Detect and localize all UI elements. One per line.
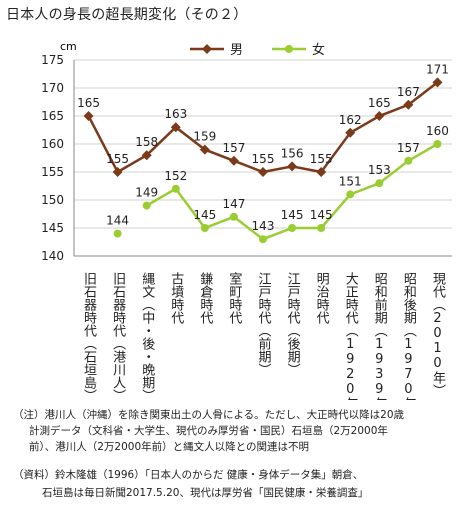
data-label: 171 [426, 62, 449, 76]
data-label: 155 [106, 152, 129, 166]
y-tick-label: 170 [41, 81, 64, 95]
data-point [258, 167, 268, 177]
x-tick-label: 縄文（中・後・晩期） [139, 272, 155, 400]
source-line-2: 石垣島は毎日新聞2017.5.20、現代は厚労省「国民健康・栄養調査」 [42, 487, 369, 499]
data-point [199, 144, 210, 155]
data-point [345, 127, 356, 138]
data-label: 163 [164, 107, 187, 121]
x-tick-label: 鎌倉時代 [197, 272, 213, 325]
data-point [403, 99, 414, 110]
x-tick-label: 昭和後期（1970年） [401, 272, 417, 400]
note-line-1: （注）港川人（沖縄）を除き関東出土の人骨による。ただし、大正時代以降は20歳 [13, 409, 405, 421]
data-label: 145 [281, 208, 304, 222]
data-point [113, 229, 122, 238]
data-point [170, 122, 181, 133]
data-label: 144 [106, 214, 129, 228]
data-label: 165 [77, 96, 100, 110]
x-tick-label: 江戸時代（前期） [256, 272, 272, 376]
x-tick-label: 大正時代（1920年） [343, 272, 359, 400]
data-point [200, 224, 209, 232]
data-label: 155 [310, 152, 333, 166]
y-unit-label: cm [60, 40, 77, 53]
legend-marker [202, 44, 212, 54]
legend-marker [285, 45, 293, 53]
y-tick-label: 155 [41, 165, 64, 179]
data-label: 167 [397, 85, 420, 99]
data-point [171, 184, 180, 193]
data-label: 155 [252, 152, 275, 166]
data-point [288, 224, 297, 232]
x-tick-label: 古墳時代 [168, 272, 184, 325]
data-point [433, 140, 442, 148]
data-label: 152 [164, 169, 187, 183]
height-line-chart: 140145150155160165170175 cm 男女 165155158… [41, 40, 452, 400]
y-tick-label: 165 [41, 109, 64, 123]
x-tick-label: 旧石器時代（港川人） [110, 272, 126, 400]
data-point [374, 111, 385, 121]
note-line-3: 前）、港川人（2万2000年前）と縄文人以降との関連は不明 [29, 441, 310, 453]
y-axis: 140 145 150 155 160 165 170 175 [41, 53, 452, 263]
data-label: 165 [368, 96, 391, 110]
data-point [228, 155, 239, 166]
data-label: 157 [222, 141, 245, 155]
x-tick-label: 昭和前期（1939年） [372, 272, 388, 400]
x-tick-label: 明治時代 [314, 272, 330, 325]
data-point [404, 156, 413, 165]
data-point [287, 161, 298, 172]
data-label: 159 [193, 130, 216, 144]
legend: 男女 [190, 42, 325, 58]
data-point [259, 235, 267, 244]
data-label: 145 [310, 208, 333, 222]
y-tick-label: 140 [41, 249, 64, 263]
series-male: 165 155 158 163 159 157 155 156 155 162 165 167 171 [77, 62, 449, 177]
source-line-1: （資料）鈴木隆雄（1996）「日本人のからだ 健康・身体データ集」朝倉、 [13, 469, 364, 481]
data-point [375, 179, 384, 188]
data-label: 156 [281, 146, 304, 160]
legend-label: 女 [312, 42, 325, 58]
y-tick-label: 160 [41, 137, 64, 151]
data-point [229, 212, 238, 221]
series-female: 144 149 152 145 147 143 145 145 151 153 157 160 [106, 124, 449, 244]
data-point [83, 111, 94, 121]
x-tick-label: 現代（2010年） [430, 272, 446, 397]
data-label: 151 [339, 174, 362, 188]
data-point [432, 77, 443, 88]
data-label: 145 [193, 208, 216, 222]
data-point [317, 224, 326, 232]
data-point [112, 167, 123, 177]
data-label: 143 [252, 219, 275, 233]
note-line-2: 計測データ（文科省・大学生、現代のみ厚労省・国民）石垣島（2万2000年 [29, 425, 388, 437]
data-label: 149 [135, 186, 158, 200]
x-tick-label: 旧石器時代（石垣島） [81, 272, 97, 400]
page-title: 日本人の身長の超長期変化（その２） [6, 7, 248, 23]
data-label: 162 [339, 113, 362, 127]
data-point [346, 190, 355, 199]
legend-label: 男 [230, 43, 243, 58]
data-label: 153 [368, 163, 391, 177]
data-label: 158 [135, 135, 158, 149]
y-tick-label: 150 [41, 193, 64, 207]
data-label: 147 [222, 197, 245, 211]
data-point [141, 150, 152, 161]
x-axis-labels: 旧石器時代（石垣島） 旧石器時代（港川人） 縄文（中・後・晩期） 古墳時代 鎌倉時代 室町… [81, 271, 445, 400]
data-label: 157 [397, 141, 420, 155]
y-tick-label: 145 [41, 221, 64, 235]
data-point [316, 167, 327, 177]
y-tick-label: 175 [41, 53, 64, 67]
x-tick-label: 室町時代 [226, 271, 242, 325]
data-label: 160 [426, 124, 449, 138]
data-point [142, 201, 151, 210]
x-tick-label: 江戸時代（後期） [285, 272, 301, 376]
